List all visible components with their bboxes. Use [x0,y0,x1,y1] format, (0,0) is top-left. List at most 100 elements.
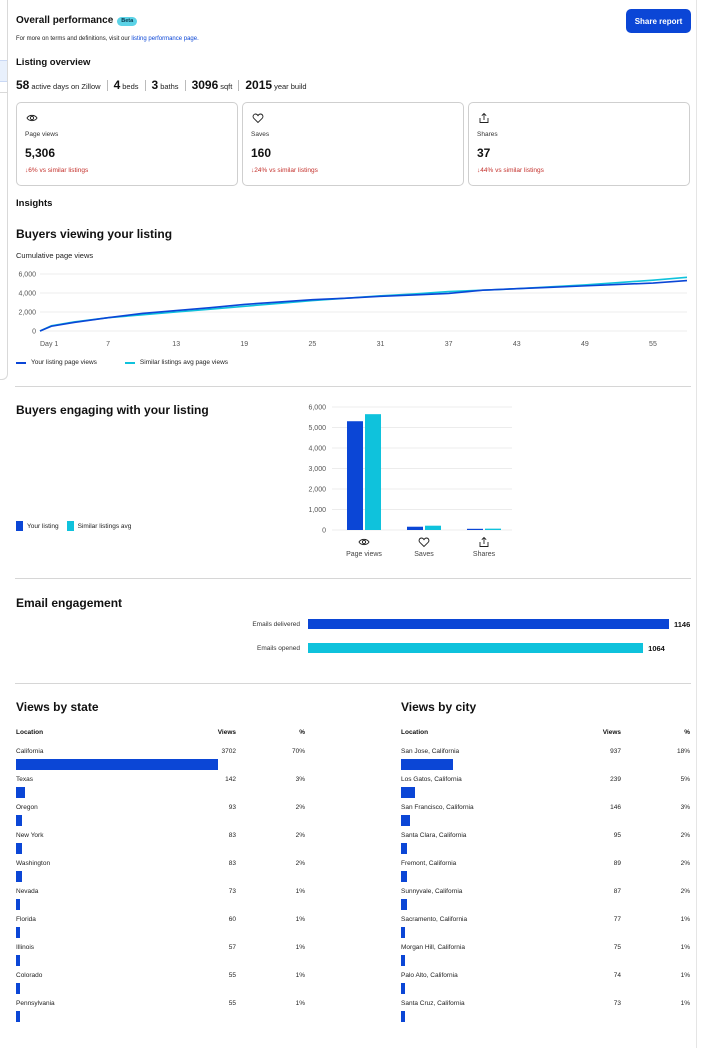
bar-similar-avg [425,525,441,530]
legend-item: Similar listings avg page views [124,359,229,366]
x-tick-label: 19 [240,341,248,348]
email-bar [308,619,669,629]
email-engagement-title: Email engagement [16,596,123,610]
location-share-bar [16,815,22,826]
bar-chart-legend: Your listing Similar listings avg [16,521,131,531]
section-divider [15,683,691,684]
location-name: Texas [16,776,33,783]
arrow-down-icon: ↓ [25,167,29,174]
location-percent: 18% [676,748,690,755]
location-percent: 1% [295,1000,305,1007]
location-name: Colorado [16,972,43,979]
fact-label: active days on Zillow [31,82,101,91]
column-header-views: Views [217,729,236,736]
location-views: 57 [228,944,236,951]
legend-item: Your listing page views [16,359,97,366]
location-share-bar [401,1011,405,1022]
location-percent: 1% [295,888,305,895]
card-value: 160 [251,146,272,160]
bar-your-listing [347,421,363,530]
intro-text: For more on terms and definitions, visit… [16,36,199,42]
location-name: San Jose, California [401,748,460,755]
fact-value: 58 [16,78,30,92]
location-percent: 1% [680,1000,690,1007]
sidebar-selected-item[interactable] [0,60,7,82]
legend-item: Your listing [16,521,59,531]
location-name: Palo Alto, California [401,972,458,979]
location-views: 142 [225,776,236,783]
share-report-button[interactable]: Share report [626,9,691,33]
y-tick-label: 1,000 [308,507,326,514]
location-share-bar [16,759,218,770]
column-header-location: Location [16,729,44,736]
share-icon [479,112,489,123]
card-label: Saves [251,131,270,138]
page-title: Overall performance Beta [16,15,138,26]
y-tick-label: 2,000 [308,487,326,494]
location-percent: 1% [680,944,690,951]
heart-icon [252,113,264,124]
x-tick-label: 49 [581,341,589,348]
fact-label: year build [274,82,307,91]
card-compare-text: 6% vs similar listings [28,167,89,174]
card-label: Shares [477,131,498,138]
share-icon [479,536,489,547]
location-views: 146 [610,804,621,811]
intro-text-label: For more on terms and definitions, visit… [16,36,130,42]
location-percent: 2% [295,860,305,867]
location-views: 60 [228,916,236,923]
scrollbar-track[interactable] [696,0,702,1048]
y-tick-label: 0 [322,528,326,535]
bar-similar-avg [485,528,501,530]
saves-card: Saves 160 ↓24% vs similar listings [242,102,464,186]
y-tick-label: 2,000 [18,310,36,317]
bar-similar-avg [365,414,381,530]
legend-swatch [16,361,26,364]
card-value: 5,306 [25,146,56,160]
location-name: San Francisco, California [401,804,474,811]
listing-facts: 58 active days on Zillow 4 beds 3 baths 3096 sq… [16,78,307,92]
location-share-bar [16,871,22,882]
location-name: New York [16,832,44,839]
location-name: Washington [16,860,51,867]
location-share-bar [401,955,405,966]
email-row-label: Emails opened [257,645,300,652]
location-percent: 2% [680,832,690,839]
y-tick-label: 4,000 [308,446,326,453]
card-value: 37 [477,146,491,160]
x-tick-label: Day 1 [40,341,58,348]
legend-label: Your listing page views [31,359,97,366]
listing-fact: 2015 year build [245,78,306,92]
page-views-card: Page views 5,306 ↓6% vs similar listings [16,102,238,186]
insights-title: Insights [16,198,53,209]
legend-swatch [124,361,135,364]
card-label: Page views [25,131,59,138]
location-share-bar [16,955,20,966]
location-percent: 1% [295,972,305,979]
card-compare-text: 44% vs similar listings [480,167,544,174]
location-share-bar [16,899,20,910]
location-name: Fremont, California [401,860,457,867]
y-tick-label: 6,000 [308,405,326,412]
legend-label: Similar listings avg [77,522,132,530]
sidebar-edge [0,0,8,380]
page-title-text: Overall performance [16,15,114,26]
y-tick-label: 4,000 [18,291,36,298]
location-percent: 2% [295,804,305,811]
location-percent: 2% [680,888,690,895]
card-compare: ↓6% vs similar listings [25,167,88,174]
location-percent: 3% [680,804,690,811]
location-share-bar [16,1011,20,1022]
legend-label: Similar listings avg page views [139,359,229,366]
location-views: 73 [228,888,236,895]
location-views: 239 [610,776,621,783]
y-tick-label: 6,000 [18,272,36,279]
card-compare-text: 24% vs similar listings [254,167,318,174]
location-percent: 1% [295,916,305,923]
line-chart-subtitle: Cumulative page views [16,251,94,260]
location-views: 89 [613,860,621,867]
listing-performance-link[interactable]: listing performance page. [131,36,199,42]
y-tick-label: 0 [32,329,36,336]
email-row-value: 1064 [648,644,665,653]
